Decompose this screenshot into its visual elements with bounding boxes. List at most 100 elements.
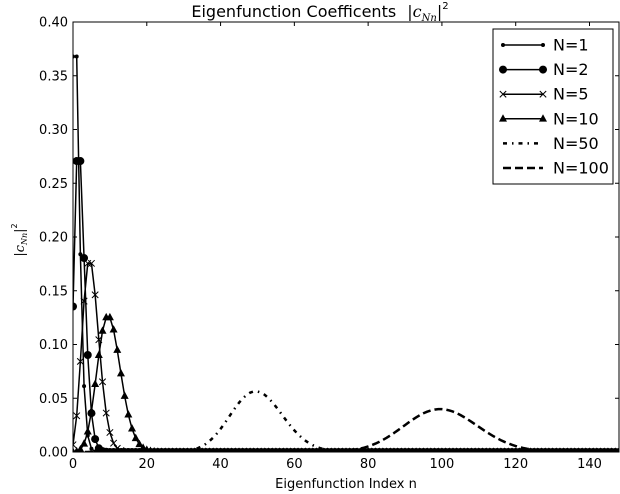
series-10-marker-106 <box>461 447 467 452</box>
series-10-marker-13 <box>116 369 125 377</box>
y-axis-label: |cNn|2 <box>10 223 29 256</box>
series-10-marker-81 <box>369 447 375 452</box>
series-1-marker-1 <box>74 54 79 59</box>
legend-marker-10-a <box>499 114 507 122</box>
y-tick-label-8: 0.40 <box>39 16 68 31</box>
series-10-marker-17 <box>131 433 140 442</box>
series-10-marker-10 <box>105 312 114 321</box>
series-100 <box>73 407 619 452</box>
axis-ticks: 0 20 40 60 80 100 120 140 0.00 0.05 0.10 0.15 0.20 0.… <box>39 16 620 472</box>
y-axis-label-math-sup: 2 <box>10 223 19 228</box>
y-axis-label-math-end: | <box>13 228 28 232</box>
chart-title-math: |c <box>407 2 421 21</box>
series-10-marker-5 <box>87 406 96 415</box>
x-tick-label-2: 40 <box>212 457 229 472</box>
legend-label-2: N=2 <box>553 60 589 79</box>
series-10-marker-110 <box>476 447 482 452</box>
series-line-5 <box>73 262 619 452</box>
legend-marker-2-a <box>499 65 507 74</box>
series-10-marker-45 <box>236 447 242 452</box>
legend-box <box>492 28 614 185</box>
series-10-marker-95 <box>420 447 426 452</box>
series-5-marker-3 <box>80 297 88 305</box>
series-5-marker-9 <box>102 409 110 417</box>
series-5-marker-6 <box>91 291 99 299</box>
y-axis-label-math-sub: Nn <box>20 233 29 246</box>
series-10-marker-111 <box>480 447 485 452</box>
legend-label-5: N=5 <box>553 85 589 104</box>
series-5-marker-10 <box>106 428 114 437</box>
legend-label-1: N=1 <box>553 36 589 55</box>
y-tick-label-2: 0.10 <box>39 338 68 353</box>
y-tick-label-4: 0.20 <box>39 231 68 246</box>
plot-area <box>73 54 619 452</box>
series-10-marker-137 <box>575 447 581 452</box>
series-50 <box>73 390 619 452</box>
series-2 <box>73 157 619 452</box>
series-10-marker-6 <box>91 379 100 388</box>
series-group <box>73 54 619 452</box>
series-10-marker-102 <box>446 447 452 452</box>
series-2-marker-2 <box>76 157 85 166</box>
series-10-marker-12 <box>113 345 122 353</box>
series-line-50 <box>73 390 619 452</box>
series-10-marker-15 <box>124 410 133 418</box>
series-line-2 <box>73 160 619 452</box>
series-5-marker-0 <box>73 441 77 449</box>
y-tick-label-3: 0.15 <box>39 284 68 299</box>
series-10-marker-3 <box>80 439 89 447</box>
series-10-marker-58 <box>284 447 290 452</box>
x-tick-label-7: 140 <box>577 457 602 472</box>
legend-marker-1-a <box>501 43 505 47</box>
series-2-marker-4 <box>83 351 92 360</box>
x-tick-label-3: 60 <box>286 457 303 472</box>
series-10-marker-86 <box>387 447 393 452</box>
y-tick-label-1: 0.05 <box>39 392 68 407</box>
series-10-marker-4 <box>83 427 92 435</box>
series-10-marker-18 <box>135 439 144 448</box>
x-tick-label-5: 100 <box>430 457 455 472</box>
series-line-10 <box>73 316 619 452</box>
legend-marker-5-a <box>499 90 507 98</box>
series-1-marker-5 <box>89 446 94 451</box>
legend: N=1 N=2 N=5 N=10 N=50 N=100 <box>492 28 614 185</box>
series-10-marker-108 <box>468 447 474 452</box>
series-10-marker-85 <box>384 447 390 452</box>
x-tick-label-6: 120 <box>503 457 528 472</box>
series-2-marker-6 <box>91 435 100 444</box>
series-5-marker-8 <box>98 378 107 386</box>
legend-marker-2-b <box>539 65 547 74</box>
legend-marker-5-b <box>539 90 547 98</box>
series-10-marker-91 <box>406 447 412 452</box>
y-tick-label-5: 0.25 <box>39 177 68 192</box>
series-2-marker-0 <box>73 302 77 311</box>
series-5-marker-148 <box>615 448 619 452</box>
series-5-marker-5 <box>87 259 95 267</box>
legend-marker-1-b <box>541 43 545 47</box>
y-tick-label-0: 0.00 <box>39 446 68 461</box>
series-10-marker-7 <box>94 350 103 358</box>
series-5 <box>73 259 619 452</box>
series-10-marker-21 <box>147 446 154 452</box>
series-5-marker-12 <box>113 444 121 452</box>
chart-title-text: Eigenfunction Coefficents <box>191 2 396 21</box>
chart-title: Eigenfunction Coefficents |cNn|2 <box>191 1 448 24</box>
series-5-marker-13 <box>117 447 125 452</box>
series-10-marker-112 <box>483 447 489 452</box>
series-10-marker-87 <box>391 447 397 452</box>
series-10 <box>73 312 619 452</box>
series-10-marker-22 <box>151 446 157 452</box>
series-10-marker-8 <box>98 326 107 334</box>
y-tick-label-7: 0.35 <box>39 69 68 84</box>
x-tick-label-4: 80 <box>360 457 377 472</box>
series-10-marker-116 <box>498 447 504 452</box>
series-line-100 <box>73 407 619 452</box>
chart-title-math-end: | <box>437 2 442 21</box>
legend-label-100: N=100 <box>553 159 609 178</box>
series-10-marker-90 <box>402 447 408 452</box>
series-10-marker-107 <box>465 447 471 452</box>
y-axis-label-math: |c <box>13 244 28 256</box>
legend-marker-10-b <box>539 114 547 122</box>
series-5-marker-11 <box>110 439 118 447</box>
